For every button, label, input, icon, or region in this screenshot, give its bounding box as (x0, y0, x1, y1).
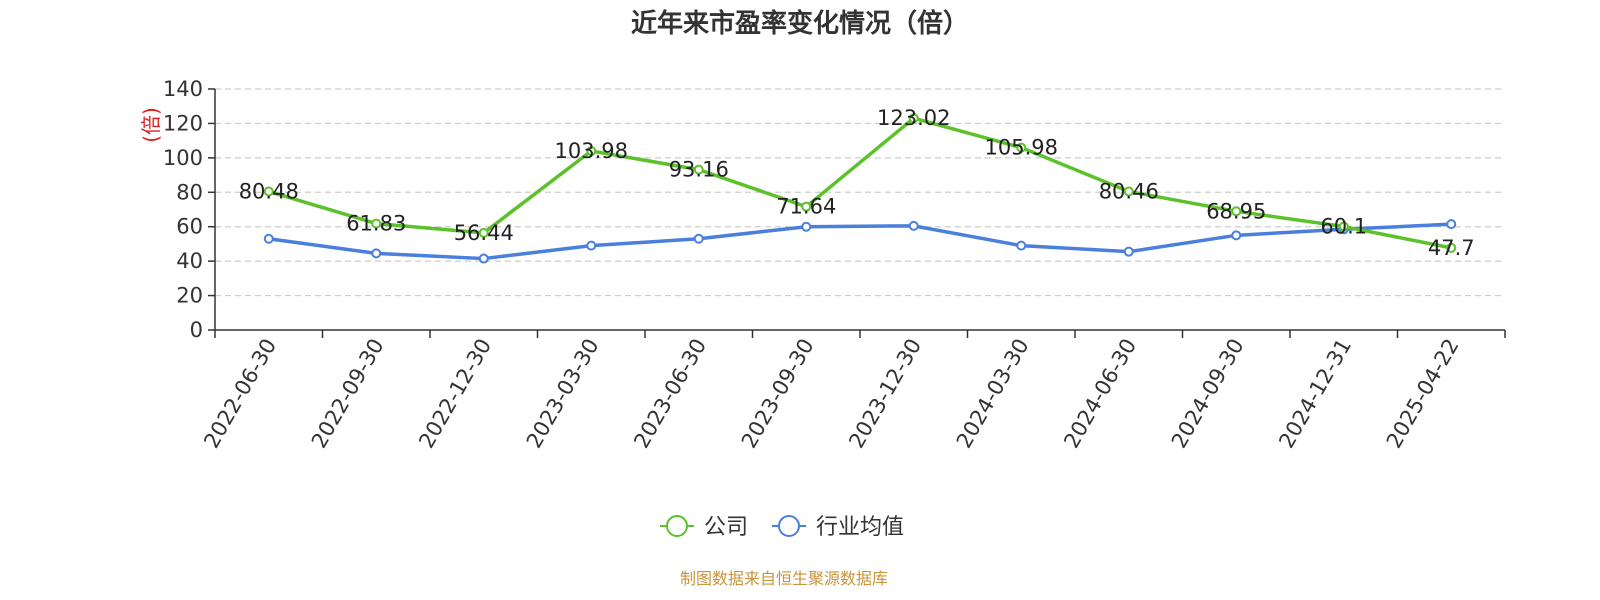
data-point[interactable] (693, 164, 704, 175)
x-tick-label: 2022-06-30 (199, 335, 281, 453)
data-point[interactable] (586, 240, 597, 251)
data-label: 80.46 (1099, 179, 1159, 203)
data-point[interactable] (263, 186, 274, 197)
legend: 公司 行业均值 (660, 515, 904, 540)
x-tick-label: 2023-09-30 (737, 335, 819, 453)
data-point[interactable] (1446, 219, 1457, 230)
data-point[interactable] (1231, 230, 1242, 241)
data-point[interactable] (908, 113, 919, 124)
x-tick-label: 2023-06-30 (629, 335, 711, 453)
grid-lines (215, 88, 1505, 297)
legend-label[interactable]: 公司 (704, 515, 748, 540)
data-point[interactable] (801, 221, 812, 232)
x-tick-label: 2023-03-30 (522, 335, 604, 453)
data-point[interactable] (1123, 246, 1134, 257)
data-point[interactable] (371, 248, 382, 259)
x-tick-label: 2022-09-30 (307, 335, 389, 453)
data-point[interactable] (1446, 242, 1457, 253)
data-labels: 80.48 61.83 56.44 103.98 93.16 71.64 123.02 105… (239, 106, 1475, 260)
y-tick-label: 20 (176, 284, 203, 308)
axes: 0 20 40 60 80 100 120 140 2022-06-30 2022-09-30 20… (163, 77, 1506, 453)
data-point[interactable] (1231, 206, 1242, 217)
x-tick-label: 2024-12-31 (1274, 335, 1356, 453)
data-label: 56.44 (454, 221, 514, 245)
x-tick-label: 2025-04-22 (1382, 335, 1464, 453)
data-label: 47.7 (1428, 236, 1475, 260)
y-tick-label: 40 (176, 249, 203, 273)
data-point[interactable] (801, 201, 812, 212)
x-tick-label: 2024-03-30 (952, 335, 1034, 453)
data-point[interactable] (908, 220, 919, 231)
data-label: 71.64 (776, 195, 836, 219)
data-point[interactable] (693, 233, 704, 244)
data-label: 103.98 (555, 139, 628, 163)
data-point[interactable] (371, 218, 382, 229)
chart-title: 近年来市盈率变化情况（倍） (631, 8, 969, 39)
x-tick-label: 2024-09-30 (1167, 335, 1249, 453)
data-point[interactable] (1016, 240, 1027, 251)
data-point[interactable] (1338, 221, 1349, 232)
data-point[interactable] (1123, 186, 1134, 197)
series-lines (263, 113, 1457, 264)
x-tick-label: 2023-12-30 (844, 335, 926, 453)
series-line-1 (268, 222, 1452, 261)
x-tick-label: 2022-12-30 (414, 335, 496, 453)
data-source-note: 制图数据来自恒生聚源数据库 (680, 569, 888, 588)
data-label: 80.48 (239, 179, 299, 203)
data-label: 105.98 (985, 136, 1058, 160)
x-tick-label: 2024-06-30 (1059, 335, 1141, 453)
y-tick-label: 100 (163, 146, 203, 170)
data-label: 93.16 (669, 158, 729, 182)
data-point[interactable] (586, 146, 597, 157)
y-tick-label: 140 (163, 77, 203, 101)
y-tick-label: 60 (176, 215, 203, 239)
y-tick-label: 80 (176, 180, 203, 204)
data-point[interactable] (263, 233, 274, 244)
data-point[interactable] (1016, 142, 1027, 153)
legend-swatch-marker (666, 515, 688, 537)
legend-label[interactable]: 行业均值 (816, 515, 904, 540)
data-label: 123.02 (877, 106, 950, 130)
data-label: 61.83 (346, 212, 406, 236)
data-point[interactable] (478, 227, 489, 238)
y-axis-unit-label: (倍) (139, 107, 163, 143)
y-tick-label: 120 (163, 111, 203, 135)
series-line-0 (268, 116, 1452, 250)
y-tick-label: 0 (190, 318, 203, 342)
data-point[interactable] (478, 253, 489, 264)
legend-swatch-marker (778, 515, 800, 537)
data-label: 68.95 (1206, 199, 1266, 223)
data-label: 60.1 (1320, 215, 1367, 239)
